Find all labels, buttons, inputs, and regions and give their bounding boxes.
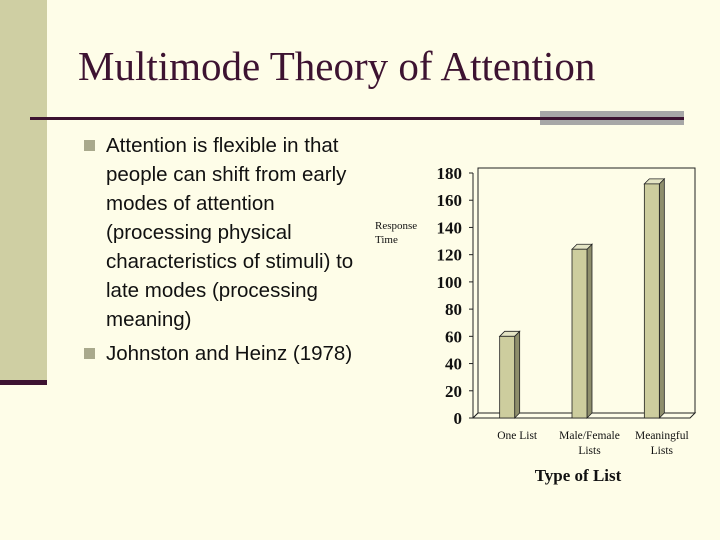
y-tick-label: 80: [445, 300, 462, 319]
square-bullet-icon: [84, 348, 95, 359]
y-tick-label: 140: [437, 218, 463, 237]
bullet-text: Attention is flexible in that people can…: [106, 134, 354, 331]
x-tick-label: Meaningful: [635, 430, 689, 442]
y-axis-label: Response: [375, 220, 417, 232]
y-tick-label: 0: [454, 409, 463, 428]
bar: [643, 183, 660, 419]
bar: [571, 248, 588, 419]
y-tick-label: 120: [437, 246, 463, 265]
y-tick-label: 60: [445, 327, 462, 346]
title-rule: [30, 117, 684, 120]
y-axis-label: Time: [375, 234, 398, 246]
bullet-item: Johnston and Heinz (1978): [84, 339, 384, 368]
y-tick-label: 100: [437, 273, 463, 292]
bar-side: [514, 330, 521, 419]
y-tick-label: 180: [437, 164, 463, 183]
bullet-item: Attention is flexible in that people can…: [84, 131, 384, 334]
x-tick-label: Lists: [651, 445, 674, 457]
y-tick-label: 160: [437, 191, 463, 210]
sidebar-underline: [0, 380, 47, 385]
y-tick-label: 40: [445, 355, 462, 374]
bar-side: [658, 177, 665, 419]
bar: [499, 335, 516, 419]
bullet-text: Johnston and Heinz (1978): [106, 342, 353, 365]
y-tick-label: 20: [445, 382, 462, 401]
square-bullet-icon: [84, 140, 95, 151]
slide-title: Multimode Theory of Attention: [78, 43, 596, 89]
x-axis-label: Type of List: [535, 466, 622, 485]
bar-side: [586, 243, 593, 419]
x-tick-label: Lists: [578, 445, 601, 457]
x-tick-label: One List: [497, 430, 538, 442]
title-rule-accent-line: [540, 117, 684, 120]
bullet-list: Attention is flexible in that people can…: [84, 131, 384, 373]
sidebar-accent: [0, 0, 47, 380]
x-tick-label: Male/Female: [559, 430, 620, 442]
